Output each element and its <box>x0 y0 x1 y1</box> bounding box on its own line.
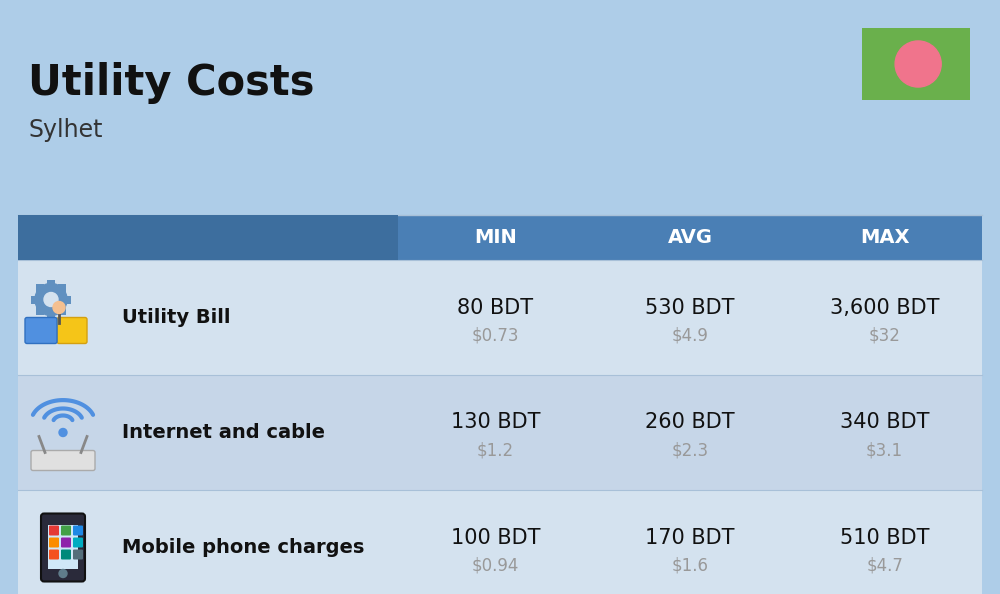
Text: $3.1: $3.1 <box>866 441 903 460</box>
Text: $0.94: $0.94 <box>472 557 519 574</box>
FancyBboxPatch shape <box>31 295 39 304</box>
FancyBboxPatch shape <box>49 526 59 536</box>
Text: 3,600 BDT: 3,600 BDT <box>830 298 939 318</box>
Text: 530 BDT: 530 BDT <box>645 298 735 318</box>
FancyBboxPatch shape <box>18 215 982 260</box>
Circle shape <box>44 292 58 307</box>
FancyBboxPatch shape <box>63 295 71 304</box>
Text: $1.6: $1.6 <box>672 557 708 574</box>
FancyBboxPatch shape <box>47 311 55 320</box>
FancyBboxPatch shape <box>58 284 66 292</box>
Text: Utility Bill: Utility Bill <box>122 308 230 327</box>
FancyBboxPatch shape <box>57 318 87 343</box>
Text: 260 BDT: 260 BDT <box>645 412 735 432</box>
Text: 510 BDT: 510 BDT <box>840 527 929 548</box>
Circle shape <box>35 283 67 315</box>
Text: 100 BDT: 100 BDT <box>451 527 540 548</box>
Text: 340 BDT: 340 BDT <box>840 412 929 432</box>
FancyBboxPatch shape <box>61 526 71 536</box>
Text: $0.73: $0.73 <box>472 327 519 345</box>
FancyBboxPatch shape <box>18 375 982 490</box>
FancyBboxPatch shape <box>49 538 59 548</box>
FancyBboxPatch shape <box>41 513 85 582</box>
FancyBboxPatch shape <box>36 307 44 315</box>
Text: 80 BDT: 80 BDT <box>457 298 533 318</box>
Text: Internet and cable: Internet and cable <box>122 423 325 442</box>
Text: Mobile phone charges: Mobile phone charges <box>122 538 364 557</box>
Text: AVG: AVG <box>668 228 712 247</box>
Circle shape <box>59 428 67 437</box>
Text: $4.9: $4.9 <box>672 327 708 345</box>
FancyBboxPatch shape <box>18 490 982 594</box>
FancyBboxPatch shape <box>73 549 83 560</box>
FancyBboxPatch shape <box>36 284 44 292</box>
Text: $2.3: $2.3 <box>671 441 709 460</box>
Text: $1.2: $1.2 <box>477 441 514 460</box>
Circle shape <box>59 570 67 577</box>
FancyBboxPatch shape <box>47 280 55 287</box>
FancyBboxPatch shape <box>18 215 398 260</box>
Circle shape <box>53 302 65 314</box>
FancyBboxPatch shape <box>58 307 66 315</box>
Text: 170 BDT: 170 BDT <box>645 527 735 548</box>
Circle shape <box>895 41 941 87</box>
Text: 130 BDT: 130 BDT <box>451 412 540 432</box>
FancyBboxPatch shape <box>61 549 71 560</box>
FancyBboxPatch shape <box>49 549 59 560</box>
Text: $32: $32 <box>869 327 901 345</box>
FancyBboxPatch shape <box>48 525 78 568</box>
FancyBboxPatch shape <box>73 538 83 548</box>
FancyBboxPatch shape <box>73 526 83 536</box>
FancyBboxPatch shape <box>31 450 95 470</box>
Text: $4.7: $4.7 <box>866 557 903 574</box>
FancyBboxPatch shape <box>61 538 71 548</box>
Text: Utility Costs: Utility Costs <box>28 62 314 104</box>
FancyBboxPatch shape <box>18 260 982 375</box>
FancyBboxPatch shape <box>25 318 57 343</box>
Text: Sylhet: Sylhet <box>28 118 103 142</box>
Text: MIN: MIN <box>474 228 517 247</box>
Text: MAX: MAX <box>860 228 909 247</box>
FancyBboxPatch shape <box>862 28 970 100</box>
